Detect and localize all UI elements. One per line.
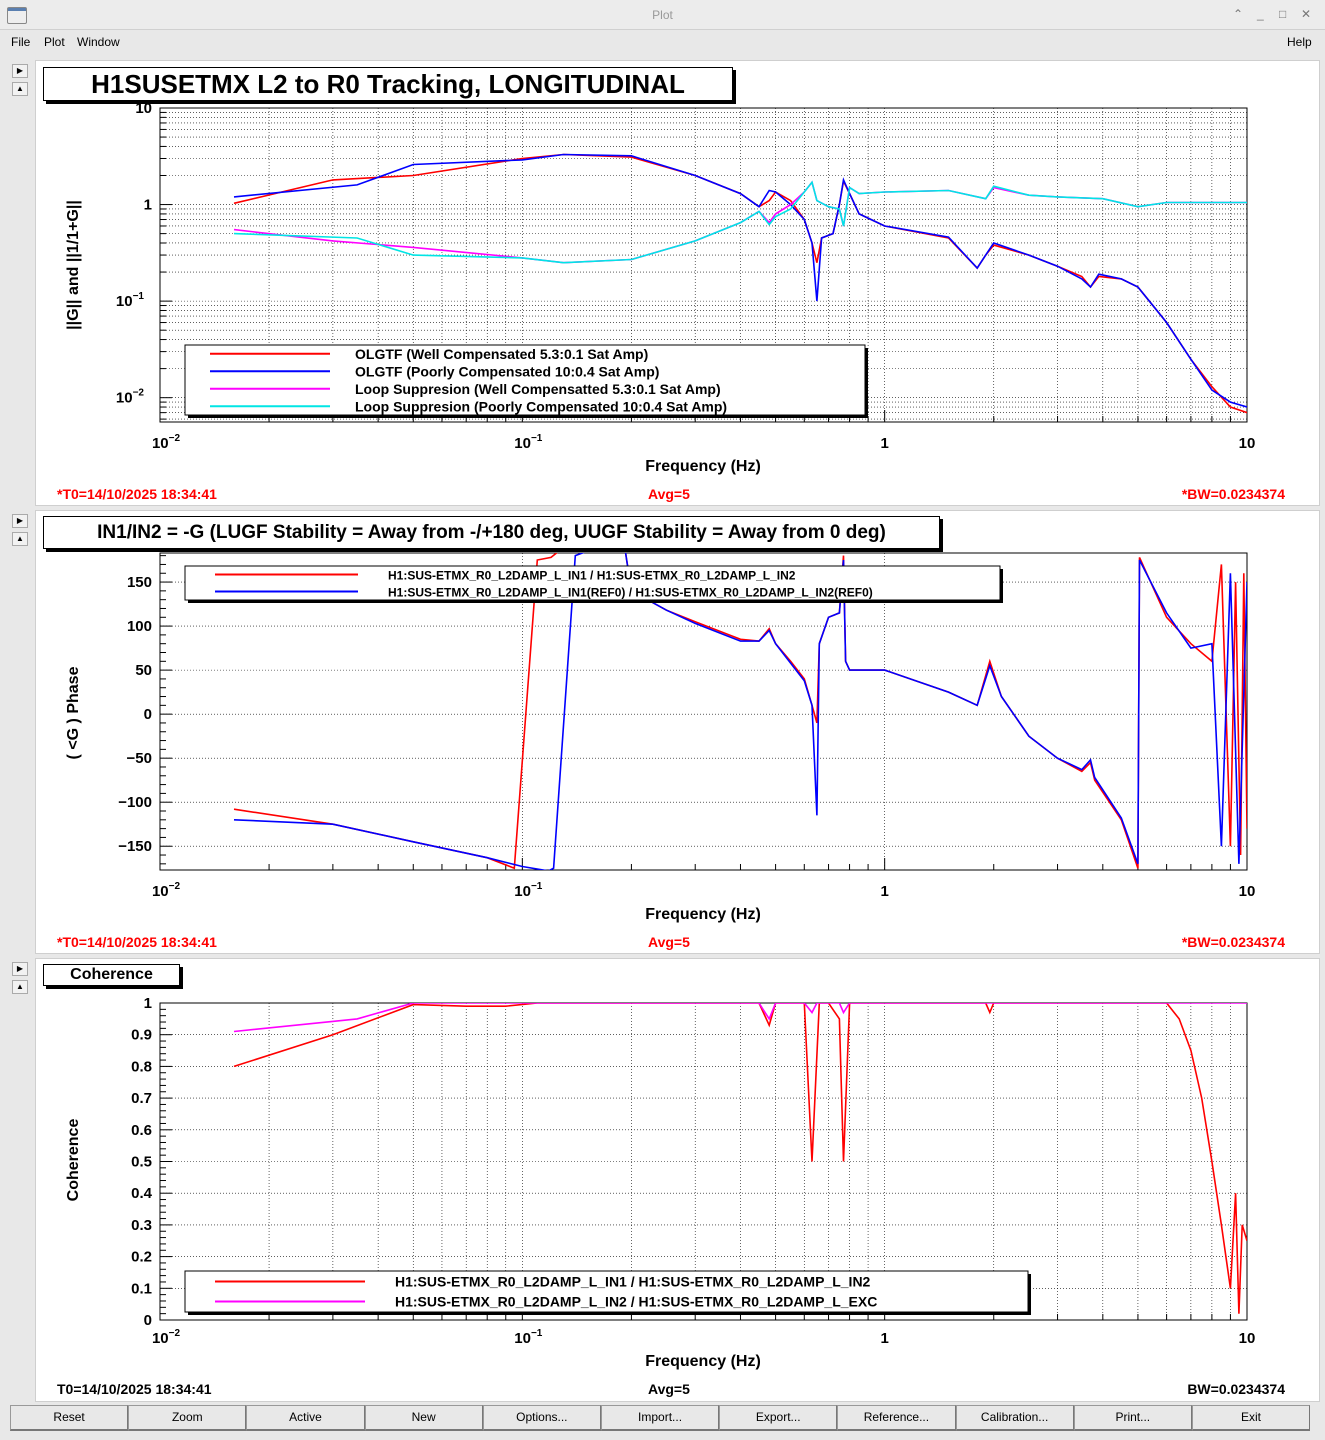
x-tick-label: 1	[880, 1330, 888, 1347]
grid	[159, 1002, 1247, 1321]
y-tick-label: −150	[118, 838, 152, 855]
legend-entry: OLGTF (Poorly Compensated 10:0.4 Sat Amp…	[355, 363, 659, 379]
zoom-button[interactable]: Zoom	[128, 1405, 247, 1431]
x-tick-label: 10	[1239, 883, 1256, 900]
export-button[interactable]: Export...	[719, 1405, 838, 1431]
y-tick-label: 0.9	[131, 1027, 152, 1044]
y-tick-label: 0.7	[131, 1090, 152, 1107]
series-line-2	[233, 153, 1247, 408]
legend-entry: Loop Suppresion (Well Compensatted 5.3:0…	[355, 381, 721, 397]
legend-entry: H1:SUS-ETMX_R0_L2DAMP_L_IN1(REF0) / H1:S…	[388, 586, 873, 600]
plot-title: IN1/IN2 = -G (LUGF Stability = Away from…	[43, 516, 940, 549]
legend-entry: H1:SUS-ETMX_R0_L2DAMP_L_IN1 / H1:SUS-ETM…	[395, 1274, 871, 1290]
expand-arrow-button-1[interactable]: ▶	[12, 64, 28, 78]
close-icon[interactable]: ✕	[1301, 7, 1312, 21]
menu-file[interactable]: File	[11, 35, 31, 49]
y-axis-label: ||G|| and ||1/1+G||	[65, 200, 82, 330]
reset-button[interactable]: Reset	[10, 1405, 129, 1431]
y-tick-label: 1	[144, 197, 152, 214]
x-axis-label: Frequency (Hz)	[645, 458, 761, 475]
footer-t0: T0=14/10/2025 18:34:41	[57, 1381, 212, 1397]
collapse-arrow-button-3[interactable]: ▲	[12, 980, 28, 994]
y-tick-label: −100	[118, 794, 152, 811]
reference-button[interactable]: Reference...	[837, 1405, 956, 1431]
button-bar: Reset Zoom Active New Options... Import... Exp…	[10, 1405, 1311, 1431]
series-line-4	[233, 180, 1247, 264]
y-tick-label: −50	[127, 750, 152, 767]
x-tick-label: 1	[880, 883, 888, 900]
active-button[interactable]: Active	[246, 1405, 365, 1431]
y-axis-label: Coherence	[65, 1119, 82, 1202]
print-button[interactable]: Print...	[1073, 1405, 1192, 1431]
y-tick-label: 0.1	[131, 1280, 152, 1297]
menu-plot[interactable]: Plot	[44, 35, 65, 49]
x-tick-label: 1	[880, 435, 888, 452]
footer-avg: Avg=5	[648, 486, 690, 502]
footer-bw: *BW=0.0234374	[1181, 934, 1285, 950]
y-tick-label: 0	[144, 1312, 152, 1329]
y-tick-label: 0.8	[131, 1058, 152, 1075]
legend	[184, 1270, 1029, 1313]
plot-frame	[159, 107, 1248, 423]
x-axis-label: Frequency (Hz)	[645, 1353, 761, 1370]
legend	[184, 344, 866, 416]
x-tick-label: 10	[1239, 435, 1256, 452]
y-tick-label: 150	[127, 574, 152, 591]
y-tick-label: 0	[144, 706, 152, 723]
new-button[interactable]: New	[364, 1405, 483, 1431]
footer-bw: BW=0.0234374	[1187, 1381, 1285, 1397]
y-tick-label: 10	[135, 100, 152, 117]
y-axis-label: ( <G ) Phase	[65, 666, 82, 759]
window-menu-icon[interactable]	[7, 7, 27, 24]
title-bar: Plot ⌃ _ □ ✕	[0, 0, 1325, 30]
plot-title: Coherence	[43, 964, 180, 986]
shade-icon[interactable]: ⌃	[1233, 7, 1244, 21]
x-tick-label: 10	[1239, 1330, 1256, 1347]
x-axis-label: Frequency (Hz)	[645, 906, 761, 923]
collapse-arrow-button-2[interactable]: ▲	[12, 532, 28, 546]
expand-arrow-button-2[interactable]: ▶	[12, 514, 28, 528]
menu-window[interactable]: Window	[77, 35, 120, 49]
x-tick-label: 10−1	[514, 1328, 543, 1347]
y-tick-label: 50	[135, 662, 152, 679]
y-tick-label: 0.5	[131, 1154, 152, 1171]
menu-help[interactable]: Help	[1287, 35, 1312, 49]
exit-button[interactable]: Exit	[1191, 1405, 1311, 1431]
y-tick-label: 0.2	[131, 1249, 152, 1266]
collapse-arrow-button-1[interactable]: ▲	[12, 82, 28, 96]
y-tick-label: 0.3	[131, 1217, 152, 1234]
legend-entry: OLGTF (Well Compensated 5.3:0.1 Sat Amp)	[355, 346, 648, 362]
grid	[159, 108, 1247, 422]
expand-arrow-button-3[interactable]: ▶	[12, 962, 28, 976]
menu-bar: File Plot Window Help	[0, 31, 1325, 53]
plot-canvas-1[interactable]	[35, 60, 1320, 506]
legend-entry: Loop Suppresion (Poorly Compensated 10:0…	[355, 398, 727, 414]
x-tick-label: 10−2	[152, 1328, 181, 1347]
footer-avg: Avg=5	[648, 934, 690, 950]
y-tick-label: 100	[127, 618, 152, 635]
footer-t0: *T0=14/10/2025 18:34:41	[57, 934, 217, 950]
legend	[184, 565, 1001, 601]
y-tick-label: 1	[144, 995, 152, 1012]
options-button[interactable]: Options...	[482, 1405, 601, 1431]
maximize-icon[interactable]: □	[1279, 7, 1287, 21]
window-title: Plot	[652, 8, 673, 22]
plot-canvas-3[interactable]	[35, 958, 1320, 1402]
footer-t0: *T0=14/10/2025 18:34:41	[57, 486, 217, 502]
import-button[interactable]: Import...	[600, 1405, 720, 1431]
minimize-icon[interactable]: _	[1257, 7, 1264, 21]
footer-bw: *BW=0.0234374	[1181, 486, 1285, 502]
plot-title: H1SUSETMX L2 to R0 Tracking, LONGITUDINA…	[43, 67, 733, 101]
legend-entry: H1:SUS-ETMX_R0_L2DAMP_L_IN2 / H1:SUS-ETM…	[395, 1294, 877, 1310]
y-tick-label: 0.4	[131, 1185, 153, 1202]
y-tick-label: 0.6	[131, 1122, 152, 1139]
calibration-button[interactable]: Calibration...	[955, 1405, 1074, 1431]
footer-avg: Avg=5	[648, 1381, 690, 1397]
series-line-2	[233, 1003, 1247, 1033]
plot-frame	[159, 552, 1248, 871]
legend-entry: H1:SUS-ETMX_R0_L2DAMP_L_IN1 / H1:SUS-ETM…	[388, 569, 796, 583]
